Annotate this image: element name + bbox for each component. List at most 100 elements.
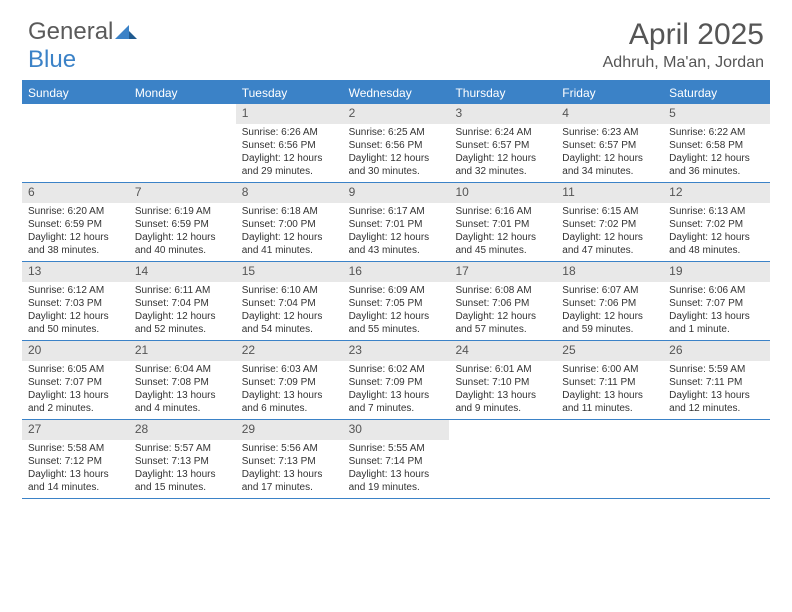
sunset-line: Sunset: 7:06 PM	[562, 297, 657, 310]
sunrise-line: Sunrise: 6:00 AM	[562, 363, 657, 376]
day-number: 10	[449, 183, 556, 203]
sunrise-line: Sunrise: 6:26 AM	[242, 126, 337, 139]
logo: General	[28, 18, 139, 46]
sunset-line: Sunset: 7:00 PM	[242, 218, 337, 231]
week-row: 1 Sunrise: 6:26 AMSunset: 6:56 PM Daylight…	[22, 104, 770, 183]
day-cell: 16Sunrise: 6:09 AMSunset: 7:05 PMDayligh…	[343, 262, 450, 340]
sunrise-line: Sunrise: 5:57 AM	[135, 442, 230, 455]
daylight-line: Daylight: 12 hours and 43 minutes.	[349, 231, 444, 257]
weeks: 1 Sunrise: 6:26 AMSunset: 6:56 PM Daylight…	[22, 104, 770, 499]
day-number: 13	[22, 262, 129, 282]
sunset-line: Sunset: 6:58 PM	[669, 139, 764, 152]
day-cell: 1Sunrise: 6:26 AMSunset: 6:56 PMDaylight…	[236, 104, 343, 182]
day-body: Sunrise: 6:11 AMSunset: 7:04 PMDaylight:…	[129, 282, 236, 340]
daylight-line: Daylight: 13 hours and 12 minutes.	[669, 389, 764, 415]
sunrise-line: Sunrise: 6:07 AM	[562, 284, 657, 297]
logo-text-blue: Blue	[28, 46, 76, 73]
day-number: 8	[236, 183, 343, 203]
daylight-line: Daylight: 12 hours and 52 minutes.	[135, 310, 230, 336]
daylight-line: Daylight: 12 hours and 50 minutes.	[28, 310, 123, 336]
daylight-line: Daylight: 12 hours and 30 minutes.	[349, 152, 444, 178]
dow-cell: Thursday	[449, 82, 556, 104]
sunrise-line: Sunrise: 6:10 AM	[242, 284, 337, 297]
daylight-line: Daylight: 13 hours and 19 minutes.	[349, 468, 444, 494]
sunset-line: Sunset: 7:08 PM	[135, 376, 230, 389]
sunset-line: Sunset: 7:12 PM	[28, 455, 123, 468]
day-number: 25	[556, 341, 663, 361]
week-row: 20Sunrise: 6:05 AMSunset: 7:07 PMDayligh…	[22, 341, 770, 420]
title-block: April 2025 Adhruh, Ma'an, Jordan	[603, 18, 764, 72]
day-body: Sunrise: 6:12 AMSunset: 7:03 PMDaylight:…	[22, 282, 129, 340]
daylight-line: Daylight: 12 hours and 41 minutes.	[242, 231, 337, 257]
sunrise-line: Sunrise: 6:11 AM	[135, 284, 230, 297]
day-body: Sunrise: 5:59 AMSunset: 7:11 PMDaylight:…	[663, 361, 770, 419]
day-cell: 29Sunrise: 5:56 AMSunset: 7:13 PMDayligh…	[236, 420, 343, 498]
sunset-line: Sunset: 7:02 PM	[669, 218, 764, 231]
day-cell: 30Sunrise: 5:55 AMSunset: 7:14 PMDayligh…	[343, 420, 450, 498]
day-number: 21	[129, 341, 236, 361]
sunrise-line: Sunrise: 6:13 AM	[669, 205, 764, 218]
daylight-line: Daylight: 13 hours and 17 minutes.	[242, 468, 337, 494]
day-body: Sunrise: 6:07 AMSunset: 7:06 PMDaylight:…	[556, 282, 663, 340]
logo-text-general: General	[28, 18, 113, 46]
sunrise-line: Sunrise: 6:12 AM	[28, 284, 123, 297]
daylight-line: Daylight: 12 hours and 59 minutes.	[562, 310, 657, 336]
day-cell: 13Sunrise: 6:12 AMSunset: 7:03 PMDayligh…	[22, 262, 129, 340]
day-body: Sunrise: 6:05 AMSunset: 7:07 PMDaylight:…	[22, 361, 129, 419]
day-number: 9	[343, 183, 450, 203]
sunrise-line: Sunrise: 6:06 AM	[669, 284, 764, 297]
week-row: 6Sunrise: 6:20 AMSunset: 6:59 PMDaylight…	[22, 183, 770, 262]
daylight-line: Daylight: 12 hours and 32 minutes.	[455, 152, 550, 178]
sunset-line: Sunset: 6:56 PM	[242, 139, 337, 152]
sunset-line: Sunset: 7:11 PM	[669, 376, 764, 389]
sunset-line: Sunset: 6:57 PM	[455, 139, 550, 152]
day-cell: 4Sunrise: 6:23 AMSunset: 6:57 PMDaylight…	[556, 104, 663, 182]
daylight-line: Daylight: 13 hours and 15 minutes.	[135, 468, 230, 494]
day-body: Sunrise: 6:09 AMSunset: 7:05 PMDaylight:…	[343, 282, 450, 340]
day-cell: 11Sunrise: 6:15 AMSunset: 7:02 PMDayligh…	[556, 183, 663, 261]
day-cell: 15Sunrise: 6:10 AMSunset: 7:04 PMDayligh…	[236, 262, 343, 340]
day-number: 14	[129, 262, 236, 282]
daylight-line: Daylight: 12 hours and 57 minutes.	[455, 310, 550, 336]
day-number: 19	[663, 262, 770, 282]
daylight-line: Daylight: 13 hours and 6 minutes.	[242, 389, 337, 415]
day-cell: 9Sunrise: 6:17 AMSunset: 7:01 PMDaylight…	[343, 183, 450, 261]
day-body: Sunrise: 6:20 AMSunset: 6:59 PMDaylight:…	[22, 203, 129, 261]
day-number: 11	[556, 183, 663, 203]
sunrise-line: Sunrise: 6:09 AM	[349, 284, 444, 297]
sunrise-line: Sunrise: 6:23 AM	[562, 126, 657, 139]
day-body: Sunrise: 6:24 AMSunset: 6:57 PMDaylight:…	[449, 124, 556, 182]
logo-blue-wrap: Blue	[28, 46, 76, 74]
day-body: Sunrise: 5:55 AMSunset: 7:14 PMDaylight:…	[343, 440, 450, 498]
sunrise-line: Sunrise: 6:17 AM	[349, 205, 444, 218]
dow-cell: Monday	[129, 82, 236, 104]
sunset-line: Sunset: 7:03 PM	[28, 297, 123, 310]
day-cell: 20Sunrise: 6:05 AMSunset: 7:07 PMDayligh…	[22, 341, 129, 419]
day-number: 1	[236, 104, 343, 124]
logo-triangle-icon	[115, 23, 137, 41]
day-cell	[129, 104, 236, 182]
sunset-line: Sunset: 7:09 PM	[349, 376, 444, 389]
sunset-line: Sunset: 7:04 PM	[135, 297, 230, 310]
day-body: Sunrise: 6:00 AMSunset: 7:11 PMDaylight:…	[556, 361, 663, 419]
sunrise-line: Sunrise: 6:05 AM	[28, 363, 123, 376]
day-number: 3	[449, 104, 556, 124]
day-number: 23	[343, 341, 450, 361]
sunset-line: Sunset: 7:07 PM	[669, 297, 764, 310]
dow-cell: Sunday	[22, 82, 129, 104]
week-row: 27Sunrise: 5:58 AMSunset: 7:12 PMDayligh…	[22, 420, 770, 499]
day-number: 30	[343, 420, 450, 440]
day-body: Sunrise: 6:13 AMSunset: 7:02 PMDaylight:…	[663, 203, 770, 261]
day-number: 7	[129, 183, 236, 203]
day-body: Sunrise: 6:02 AMSunset: 7:09 PMDaylight:…	[343, 361, 450, 419]
sunset-line: Sunset: 7:09 PM	[242, 376, 337, 389]
sunrise-line: Sunrise: 6:04 AM	[135, 363, 230, 376]
day-body: Sunrise: 6:23 AMSunset: 6:57 PMDaylight:…	[556, 124, 663, 182]
day-body: Sunrise: 5:56 AMSunset: 7:13 PMDaylight:…	[236, 440, 343, 498]
sunset-line: Sunset: 7:05 PM	[349, 297, 444, 310]
day-body: Sunrise: 6:18 AMSunset: 7:00 PMDaylight:…	[236, 203, 343, 261]
daylight-line: Daylight: 13 hours and 7 minutes.	[349, 389, 444, 415]
sunrise-line: Sunrise: 6:02 AM	[349, 363, 444, 376]
sunrise-line: Sunrise: 6:08 AM	[455, 284, 550, 297]
dow-cell: Saturday	[663, 82, 770, 104]
